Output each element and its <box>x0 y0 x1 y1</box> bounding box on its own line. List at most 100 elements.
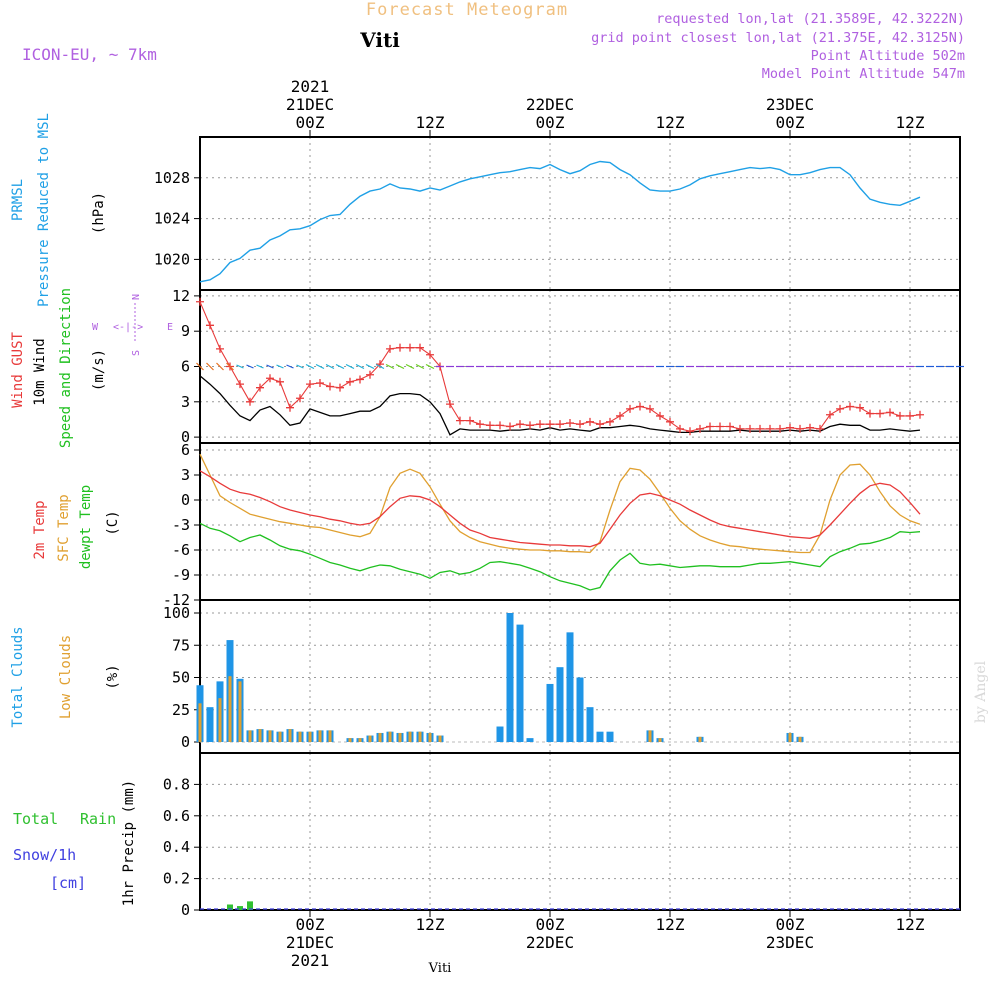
y-tick-label: 75 <box>172 636 190 654</box>
y-tick-label: 9 <box>181 322 190 340</box>
wind-gust-point <box>906 411 914 420</box>
prmsl-series-line <box>199 160 921 283</box>
prmsl-label: PRMSL <box>10 179 26 221</box>
sfc-temp-series-line <box>199 453 921 554</box>
compass-north: N <box>131 294 142 300</box>
wind-gust-point <box>276 377 284 386</box>
cm-unit-label: [cm] <box>50 874 86 892</box>
bottom-hour-label: 00Z <box>776 915 805 934</box>
total-clouds-bar <box>496 726 504 742</box>
requested-coords: requested lon,lat (21.3589E, 42.3222N) <box>656 11 965 27</box>
bottom-hour-label: 00Z <box>296 915 325 934</box>
low-clouds-bar <box>398 732 402 742</box>
total-label: Total <box>13 810 58 828</box>
top-hour-label: 12Z <box>416 113 445 132</box>
low-clouds-bar <box>278 731 282 742</box>
dewpt-temp-label: dewpt Temp <box>78 485 94 569</box>
low-clouds-bar <box>238 681 242 742</box>
wind-gust-point <box>586 417 594 426</box>
wind-gust-point <box>336 383 344 392</box>
rain-label: Rain <box>80 810 116 828</box>
point-altitude: Point Altitude 502m <box>811 48 965 64</box>
y-tick-label: 50 <box>172 669 190 687</box>
wind-direction-arrow <box>315 363 325 370</box>
wind-direction-arrow <box>296 364 304 369</box>
rain-bar <box>247 901 253 910</box>
wind-direction-arrow <box>395 363 405 370</box>
low-clouds-bar <box>408 731 412 742</box>
wind-gust-point <box>306 380 314 389</box>
bottom-hour-label: 12Z <box>416 915 445 934</box>
wind-gust-point <box>656 411 664 420</box>
temp-2m-series-line <box>199 470 921 548</box>
y-tick-label: 0 <box>181 733 190 751</box>
bottom-date-label: 21DEC <box>286 933 334 952</box>
low-clouds-bar <box>418 731 422 742</box>
wind-gust-point <box>296 394 304 403</box>
top-hour-label: 00Z <box>536 113 565 132</box>
total-clouds-bar <box>586 707 594 742</box>
wind-gust-point <box>426 350 434 359</box>
total-clouds-bar <box>516 624 524 742</box>
top-date-label: 21DEC <box>286 95 334 114</box>
wind-direction-arrow <box>355 363 365 370</box>
low-clouds-bar <box>198 703 202 742</box>
wind-gust-point <box>266 374 274 383</box>
wind-gust-point <box>816 424 824 433</box>
wind-gust-point <box>346 377 354 386</box>
wind-direction-arrow <box>375 363 385 370</box>
wind-gust-point <box>576 420 584 429</box>
wind-gust-point <box>546 420 554 429</box>
low-clouds-bar <box>298 731 302 742</box>
wind-gust-point <box>286 403 294 412</box>
wind-gust-point <box>736 424 744 433</box>
wind-gust-point <box>696 424 704 433</box>
y-tick-label: 0 <box>181 491 190 509</box>
total-clouds-bar <box>566 632 574 742</box>
credit-watermark: by Angel <box>973 660 989 723</box>
wind-direction-arrow <box>246 364 254 369</box>
wind-gust-point <box>566 418 574 427</box>
closest-coords: grid point closest lon,lat (21.375E, 42.… <box>591 30 965 46</box>
y-tick-label: 1020 <box>154 250 190 268</box>
bottom-hour-label: 12Z <box>896 915 925 934</box>
top-year-label: 2021 <box>291 77 330 96</box>
ms-unit-label: (m/s) <box>91 349 107 391</box>
low-clouds-bar <box>248 730 252 742</box>
low-clouds-bar <box>798 736 802 742</box>
bottom-hour-label: 00Z <box>536 915 565 934</box>
wind-gust-point <box>886 408 894 417</box>
low-clouds-bar <box>308 731 312 742</box>
wind-gust-point <box>626 404 634 413</box>
wind-gust-point <box>596 420 604 429</box>
compass-west: W <box>92 322 99 333</box>
precip-panel: Total Rain Snow/1h [cm] 1hr Precip (mm) … <box>13 752 961 919</box>
wind-gust-point <box>206 321 214 330</box>
wind-direction-arrow <box>206 362 214 371</box>
top-date-label: 23DEC <box>766 95 814 114</box>
y-tick-label: 0.8 <box>163 775 190 793</box>
wind-gust-point <box>526 421 534 430</box>
low-clouds-bar <box>358 738 362 742</box>
low-clouds-bar <box>288 729 292 742</box>
top-hour-label: 12Z <box>656 113 685 132</box>
temperature-panel: 2m Temp SFC Temp dewpt Temp (C) -12 -9 -6 -… <box>32 441 961 609</box>
wind-direction-arrow <box>335 363 345 370</box>
wind-gust-point <box>716 422 724 431</box>
wind-gust-point <box>446 400 454 409</box>
bottom-date-label: 22DEC <box>526 933 574 952</box>
snow-label: Snow/1h <box>13 846 76 864</box>
top-hour-label: 00Z <box>776 113 805 132</box>
wind-direction-arrow <box>226 362 234 371</box>
wind-gust-point <box>846 402 854 411</box>
wind-direction-arrow <box>325 363 335 370</box>
y-tick-label: 1024 <box>154 210 190 228</box>
wind-panel: Wind GUST 10m Wind Speed and Direction (… <box>10 287 964 448</box>
panel-frame <box>199 136 961 291</box>
wind-gust-point <box>826 410 834 419</box>
bottom-date-label: 23DEC <box>766 933 814 952</box>
total-clouds-bar <box>526 738 534 742</box>
location-title: Viti <box>359 28 400 52</box>
